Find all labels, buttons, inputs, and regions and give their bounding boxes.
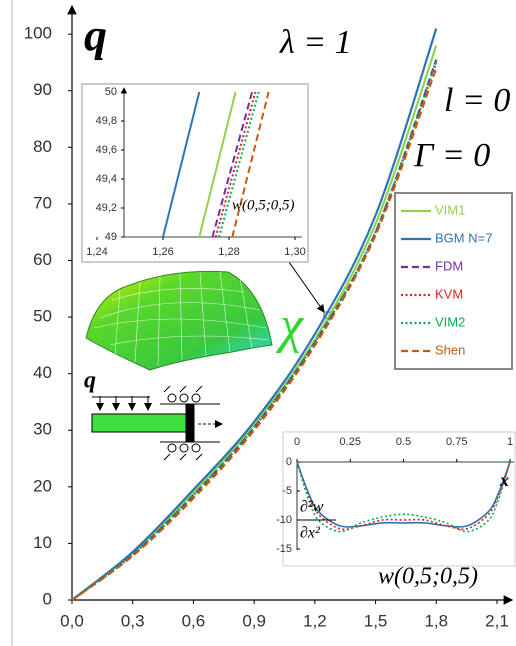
x-tick-label: 1,30 xyxy=(284,246,305,258)
x-tick-label: 0,6 xyxy=(182,611,206,630)
legend-label: BGM N=7 xyxy=(435,230,492,245)
series-line xyxy=(71,67,438,601)
x-tick-label: 1,26 xyxy=(152,246,173,258)
y-tick-label: 49,8 xyxy=(96,115,117,127)
y-tick-label: -5 xyxy=(282,485,292,497)
x-tick-label: 2,1 xyxy=(485,611,509,630)
y-tick-label: 80 xyxy=(33,137,52,156)
y-tick-label: 70 xyxy=(33,193,52,212)
deriv-x-label: x xyxy=(499,470,509,490)
y-tick-label: 40 xyxy=(33,363,52,382)
x-tick-label: 1,28 xyxy=(218,246,239,258)
series-line xyxy=(296,461,511,528)
legend-label: VIM1 xyxy=(435,202,465,217)
zoom-x-label: w(0,5;0,5) xyxy=(232,197,295,213)
x-tick-label: 0.75 xyxy=(446,436,467,448)
x-tick-label: 0.25 xyxy=(340,436,361,448)
zoom-inset-frame-cover xyxy=(81,83,309,263)
x-tick-label: 1,24 xyxy=(86,246,107,258)
series-line xyxy=(71,28,438,601)
x-axis-label: w(0,5;0,5) xyxy=(378,564,478,590)
series-line xyxy=(162,92,201,238)
series-line xyxy=(211,92,254,238)
x-tick-label: 0,0 xyxy=(60,611,84,630)
series-line xyxy=(198,92,237,238)
series-line xyxy=(296,461,511,533)
deriv-inset-frame-cover xyxy=(282,431,516,567)
y-tick-label: -10 xyxy=(276,514,292,526)
legend-label: Shen xyxy=(435,342,465,357)
y-tick-label: 0 xyxy=(286,456,292,468)
annotation: Γ = 0 xyxy=(413,137,490,174)
deriv-y-label-den: ∂x² xyxy=(300,525,321,542)
x-tick-label: 1 xyxy=(507,436,513,448)
annotation: λ = 1 xyxy=(279,24,352,61)
y-tick-label: 50 xyxy=(105,86,117,98)
y-tick-label: -15 xyxy=(276,543,292,555)
series-group xyxy=(162,92,270,238)
y-tick-label: 100 xyxy=(24,24,52,43)
x-tick-label: 0,3 xyxy=(121,611,145,630)
y-tick-label: 0 xyxy=(43,589,52,608)
y-tick-label: 90 xyxy=(33,80,52,99)
legend-label: KVM xyxy=(435,286,463,301)
series-line xyxy=(296,461,511,531)
y-tick-label: 30 xyxy=(33,420,52,439)
x-tick-label: 1,5 xyxy=(364,611,388,630)
surface-image xyxy=(85,270,273,371)
legend-label: FDM xyxy=(435,258,463,273)
legend-label: VIM2 xyxy=(435,314,465,329)
series-line xyxy=(231,92,270,238)
x-tick-label: 1,8 xyxy=(424,611,448,630)
series-group xyxy=(71,28,438,601)
x-tick-label: 0,9 xyxy=(242,611,266,630)
y-tick-label: 60 xyxy=(33,250,52,269)
annotation: χ xyxy=(275,297,304,354)
deriv-y-label-num: ∂²w xyxy=(300,499,324,516)
x-tick-label: 0 xyxy=(294,436,300,448)
y-tick-label: 49,6 xyxy=(96,144,117,156)
x-tick-label: 1,2 xyxy=(303,611,327,630)
y-tick-label: 50 xyxy=(33,307,52,326)
legend-frame xyxy=(394,192,513,370)
beam-diagram xyxy=(91,385,223,461)
y-axis-label: q xyxy=(84,10,107,61)
y-tick-label: 10 xyxy=(33,533,52,552)
y-tick-label: 49,4 xyxy=(96,173,117,185)
y-tick-label: 49,2 xyxy=(96,202,117,214)
annotation: q xyxy=(84,368,96,394)
x-tick-label: 0.5 xyxy=(396,436,411,448)
y-tick-label: 49 xyxy=(105,231,117,243)
series-group xyxy=(296,461,511,533)
annotation: l = 0 xyxy=(444,82,510,119)
y-tick-label: 20 xyxy=(33,476,52,495)
